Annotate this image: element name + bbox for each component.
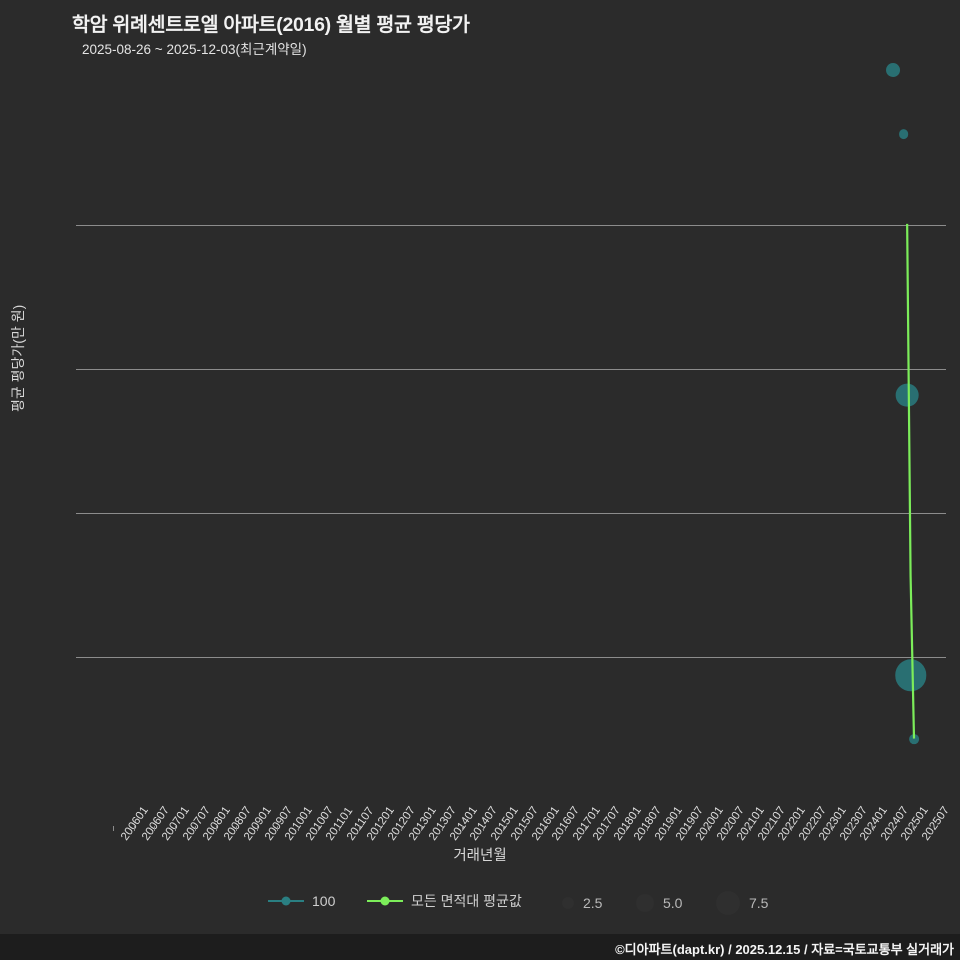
x-tick-mark [852,826,854,831]
legend-line-swatch [367,896,403,906]
x-tick-mark [503,826,505,831]
x-tick-mark [605,826,607,831]
chart-subtitle: 2025-08-26 ~ 2025-12-03(최근계약일) [82,42,307,57]
x-tick-mark [236,826,238,831]
scatter-point[interactable] [886,63,901,78]
x-tick-mark [297,826,299,831]
legend-entry[interactable]: 모든 면적대 평균값 [367,890,522,912]
x-tick-mark [811,826,813,831]
y-tick-mark [76,512,82,514]
x-tick-mark [708,826,710,831]
size-legend-bubble [636,894,654,912]
scatter-point[interactable] [895,384,919,407]
x-tick-mark [277,826,279,831]
chart-title: 학암 위례센트로엘 아파트(2016) 월별 평균 평당가 [72,14,470,36]
x-tick-mark [790,826,792,831]
x-tick-mark [914,826,915,831]
x-tick-mark [400,826,402,831]
size-legend-label: 5.0 [663,895,683,911]
y-tick-mark [76,368,82,370]
scatter-point[interactable] [894,659,927,691]
x-tick-mark [215,826,217,831]
x-tick-mark [421,826,423,831]
x-tick-mark [256,826,258,831]
x-tick-mark [113,826,114,831]
x-tick-mark [872,826,874,831]
x-tick-mark [585,826,587,831]
y-tick-mark [76,224,82,226]
scatter-point[interactable] [909,734,919,745]
legend-line-swatch [268,896,304,906]
x-tick-mark [174,826,176,831]
scatter-point[interactable] [898,128,909,139]
footer-bar [0,934,960,960]
size-legend-label: 7.5 [749,895,769,911]
chart-legend: 100 모든 면적대 평균값 2.5 5.0 7.5 [0,890,960,924]
legend-label: 100 [312,893,336,909]
size-legend-bubble [562,897,574,909]
x-tick-mark [647,826,648,831]
x-tick-mark [195,826,197,831]
x-tick-mark [133,826,135,831]
x-tick-mark [338,826,340,831]
x-tick-mark [749,826,751,831]
gridline-y [82,368,946,370]
footer-credit: ©디아파트(dapt.kr) / 2025.12.15 / 자료=국토교통부 실… [615,942,954,957]
size-legend-label: 2.5 [583,895,603,911]
x-tick-mark [544,826,546,831]
x-tick-mark [462,826,464,831]
gridline-y [82,657,946,659]
size-legend-entry[interactable]: 5.0 [636,890,682,916]
x-tick-mark [441,826,443,831]
legend-dot-icon [281,896,291,906]
x-tick-mark [688,826,690,831]
x-tick-mark [626,826,628,831]
gridline-y [82,512,946,514]
x-tick-mark [667,826,669,831]
x-tick-mark [359,826,361,831]
x-tick-mark [770,826,772,831]
size-legend-bubble [716,891,740,915]
y-axis-title: 평균 평당가(만 원) [10,304,26,412]
legend-dot-icon [380,896,390,906]
x-tick-mark [154,826,156,831]
x-tick-mark [380,826,381,831]
size-legend-entry[interactable]: 7.5 [716,890,768,916]
x-axis-title: 거래년월 [453,848,507,864]
x-tick-mark [831,826,833,831]
legend-entry[interactable]: 100 [268,890,335,912]
x-tick-mark [482,826,484,831]
plot-area: 5800600062006400 20060120060720070120070… [76,63,952,843]
legend-label: 모든 면적대 평균값 [411,893,522,909]
x-tick-mark [893,826,895,831]
x-tick-mark [523,826,525,831]
size-legend-entry[interactable]: 2.5 [562,890,602,916]
x-tick-mark [564,826,566,831]
x-tick-mark [729,826,731,831]
y-tick-mark [76,657,82,659]
gridline-y [82,224,946,226]
x-tick-mark [318,826,320,831]
